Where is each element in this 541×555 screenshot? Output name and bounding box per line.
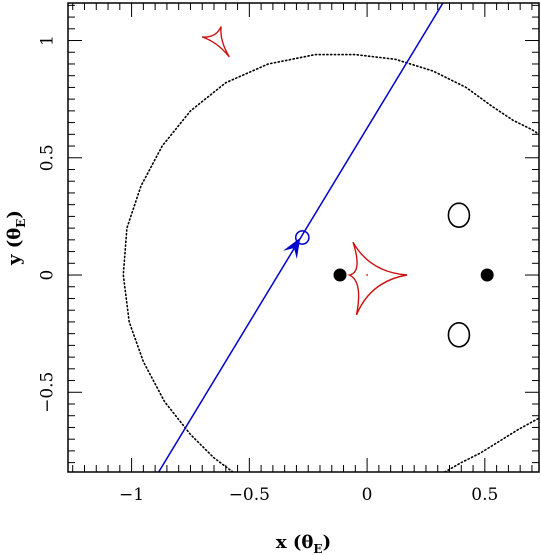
source-circle xyxy=(294,230,310,245)
trajectory-arrow xyxy=(283,237,301,259)
x-axis-label: x (θE) xyxy=(276,532,331,555)
caustic-planetary xyxy=(201,26,230,58)
caustic-central xyxy=(347,241,408,316)
x-tick-label: 0.5 xyxy=(471,485,498,505)
trajectory-layer xyxy=(158,3,444,472)
y-tick-label: 1 xyxy=(38,35,58,46)
x-tick-label: 0 xyxy=(362,485,373,505)
lens-image-open xyxy=(447,322,471,348)
y-tick-label: 0.5 xyxy=(38,144,58,171)
x-tick-label: −1 xyxy=(119,485,144,505)
y-axis-label: y (θE) xyxy=(4,210,28,266)
lens-image-open xyxy=(447,202,471,229)
lens-mass-filled xyxy=(333,268,347,282)
lens-layer xyxy=(333,202,494,348)
critical-curve-layer xyxy=(122,53,539,472)
plot-frame xyxy=(67,2,540,473)
caustic-layer xyxy=(201,26,408,316)
tick-layer: −1 −0.5 0 0.5 −0.5 0 0.5 1 xyxy=(38,3,539,505)
central-caustic-dot xyxy=(366,274,368,276)
lens-mass-filled xyxy=(480,268,494,282)
y-tick-label: 0 xyxy=(38,270,58,281)
critical-curve-lower xyxy=(444,417,539,472)
x-tick-label: −0.5 xyxy=(229,485,270,505)
y-tick-label: −0.5 xyxy=(38,372,58,413)
source-trajectory xyxy=(158,3,444,472)
critical-curve-outer xyxy=(122,53,539,472)
